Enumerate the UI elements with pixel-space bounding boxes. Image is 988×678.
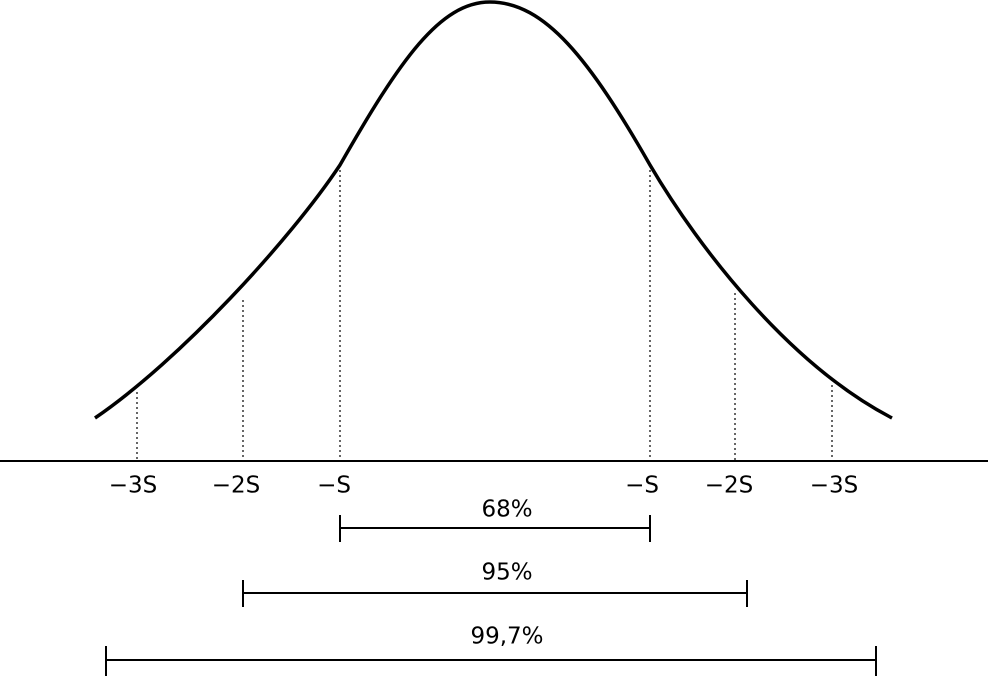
range-bracket <box>339 515 651 542</box>
marker-label: −2S <box>705 473 754 499</box>
range-bracket <box>105 646 877 676</box>
range-label: 68% <box>481 497 532 523</box>
range-label: 99,7% <box>470 624 543 650</box>
marker-label: −S <box>625 473 659 499</box>
marker-label: −2S <box>212 473 261 499</box>
marker-label: −3S <box>810 473 859 499</box>
bell-curve <box>94 0 893 420</box>
marker-label: −3S <box>109 473 158 499</box>
marker-label: −S <box>317 473 351 499</box>
range-bracket <box>242 580 748 607</box>
range-label: 95% <box>481 560 532 586</box>
